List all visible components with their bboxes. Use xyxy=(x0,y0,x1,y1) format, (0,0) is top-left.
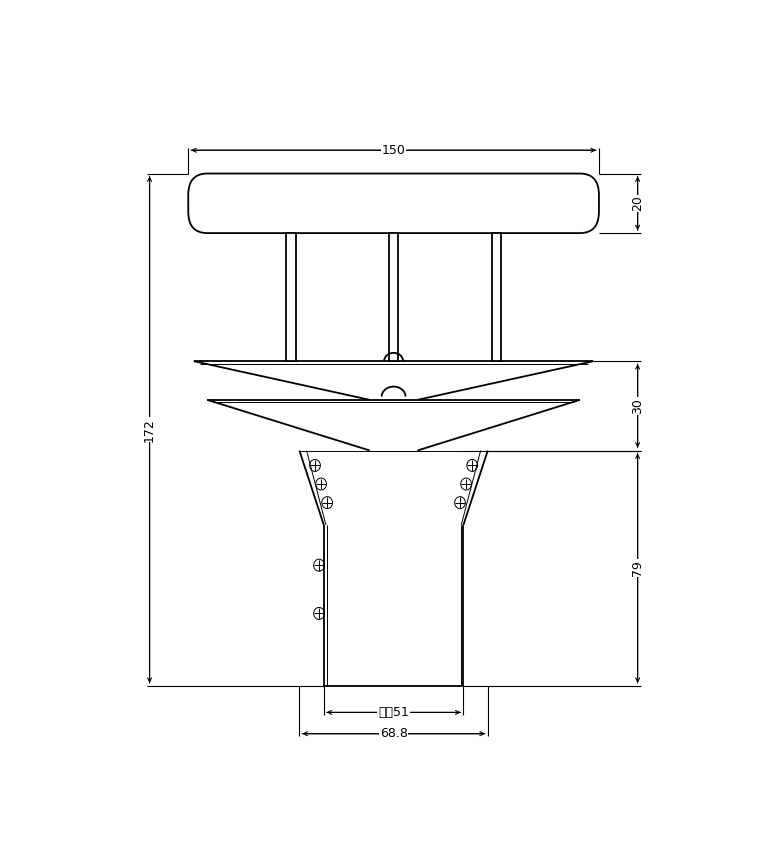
Text: 172: 172 xyxy=(143,418,156,442)
FancyBboxPatch shape xyxy=(188,174,599,233)
Text: 20: 20 xyxy=(631,195,644,212)
Text: 内径51: 内径51 xyxy=(378,706,409,719)
Bar xyxy=(286,233,296,361)
Text: 79: 79 xyxy=(631,560,644,576)
Bar xyxy=(492,233,501,361)
Text: 150: 150 xyxy=(382,143,406,156)
Text: 68.8: 68.8 xyxy=(379,727,408,740)
Text: 30: 30 xyxy=(631,398,644,414)
Bar xyxy=(389,233,399,361)
